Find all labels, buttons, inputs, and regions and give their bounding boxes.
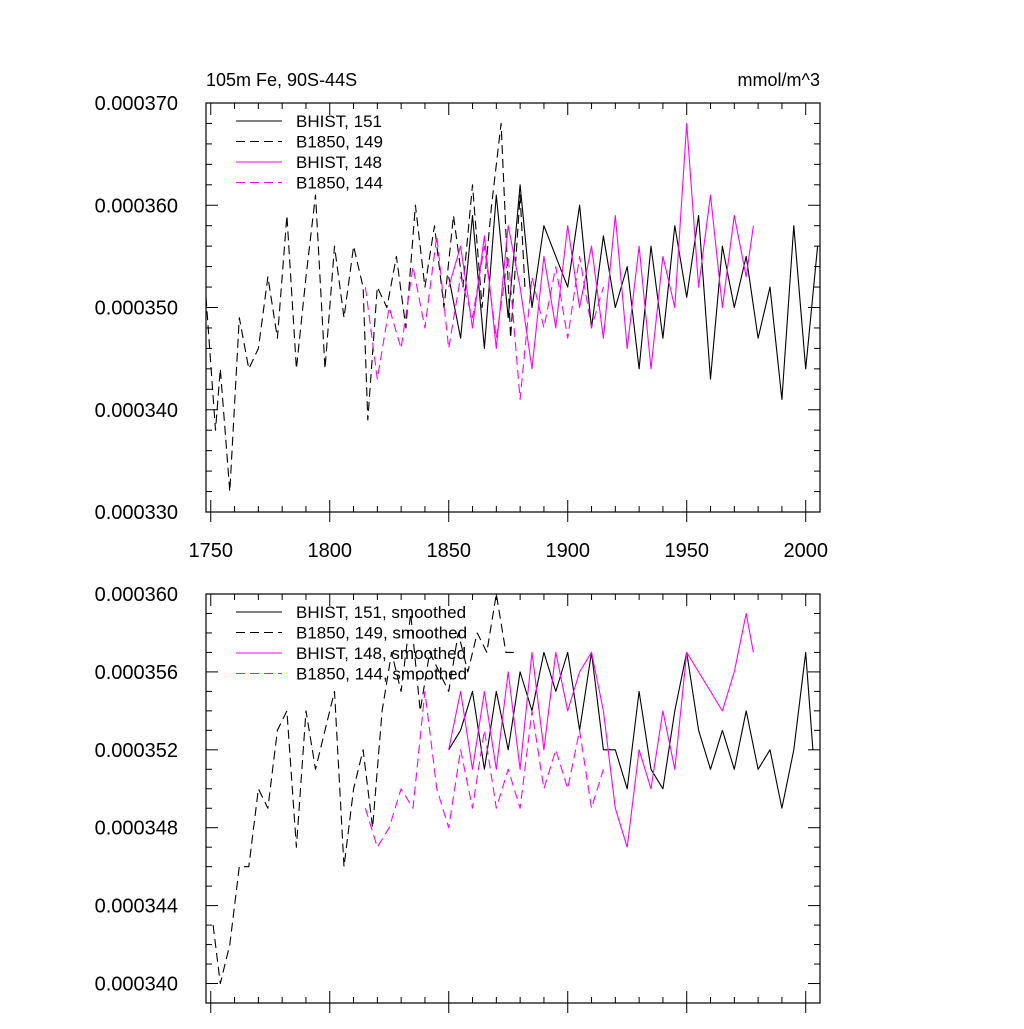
bottom-y-tick-label: 0.000348 xyxy=(95,818,178,840)
bottom-legend-label-2: B1850, 149, smoothed xyxy=(296,624,467,643)
top-chart-title: 105m Fe, 90S-44S xyxy=(206,70,357,90)
top-series-line-1 xyxy=(448,184,819,401)
bottom-legend: BHIST, 151, smoothed B1850, 149, smoothed… xyxy=(236,603,467,684)
bottom-y-tick-label: 0.000340 xyxy=(95,974,178,996)
bottom-legend-label-4: B1850, 144, smoothed xyxy=(296,665,467,684)
bottom-series-line-3 xyxy=(448,612,754,848)
top-y-tick-label: 0.000330 xyxy=(95,502,178,524)
top-x-tick-label: 1850 xyxy=(426,540,471,562)
top-legend-label-4: B1850, 144 xyxy=(296,174,383,193)
top-x-tick-label: 1900 xyxy=(545,540,590,562)
top-series-line-2 xyxy=(205,122,526,493)
top-series-lines xyxy=(205,122,819,493)
top-x-tick-label: 1950 xyxy=(664,540,709,562)
top-ticks: 1750 1800 1850 1900 1950 2000 0.000330 0.000340… xyxy=(95,93,828,562)
bottom-y-tick-label: 0.000344 xyxy=(95,896,178,918)
top-panel: 1750 1800 1850 1900 1950 2000 0.000330 0.000340… xyxy=(95,70,828,562)
top-y-tick-label: 0.000350 xyxy=(95,298,178,320)
top-x-tick-label: 1750 xyxy=(189,540,234,562)
bottom-panel: 0.000340 0.000344 0.000348 0.000352 0.000356… xyxy=(95,584,821,1013)
bottom-series-line-1 xyxy=(448,651,814,809)
top-legend-label-2: B1850, 149 xyxy=(296,133,383,152)
bottom-ticks: 0.000340 0.000344 0.000348 0.000352 0.000356… xyxy=(95,584,820,1013)
top-units-label: mmol/m^3 xyxy=(738,70,820,90)
bottom-plot-frame xyxy=(205,593,821,1004)
top-y-tick-label: 0.000370 xyxy=(95,93,178,115)
bottom-y-tick-label: 0.000356 xyxy=(95,662,178,684)
top-x-tick-label: 2000 xyxy=(783,540,828,562)
top-legend-label-3: BHIST, 148 xyxy=(296,153,382,172)
bottom-y-tick-label: 0.000352 xyxy=(95,740,178,762)
bottom-y-tick-label: 0.000360 xyxy=(95,584,178,606)
bottom-legend-label-3: BHIST, 148, smoothed xyxy=(296,644,466,663)
top-y-tick-label: 0.000360 xyxy=(95,195,178,217)
top-y-tick-label: 0.000340 xyxy=(95,400,178,422)
top-legend-label-1: BHIST, 151 xyxy=(296,112,382,131)
bottom-series-lines xyxy=(212,593,814,985)
bottom-legend-label-1: BHIST, 151, smoothed xyxy=(296,603,466,622)
top-x-tick-label: 1800 xyxy=(308,540,353,562)
top-series-line-4 xyxy=(364,235,604,401)
bottom-series-line-2 xyxy=(212,593,516,985)
